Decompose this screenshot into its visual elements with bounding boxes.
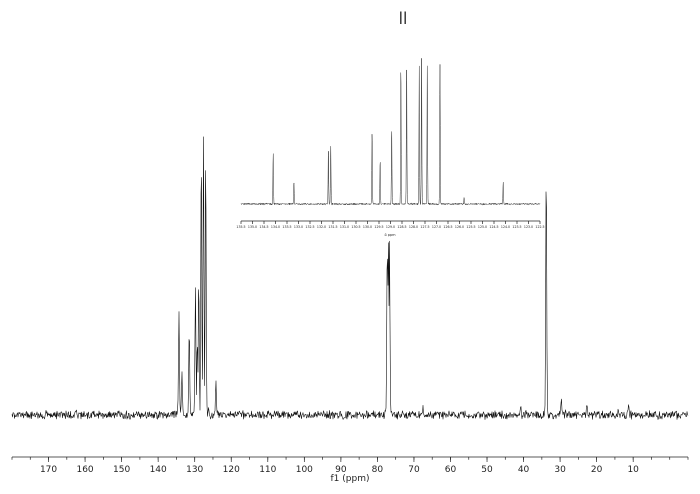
- inset-tick-label: 134.5: [259, 225, 268, 229]
- main-tick-label: 60: [445, 465, 457, 475]
- inset-tick-label: 123.5: [512, 225, 521, 229]
- inset-tick-label: 126.5: [443, 225, 452, 229]
- inset-tick-label: 131.0: [340, 225, 349, 229]
- main-tick-label: 110: [259, 465, 276, 475]
- inset-tick-label: 134.0: [271, 225, 280, 229]
- inset-tick-label: 135.5: [236, 225, 245, 229]
- inset-tick-label: 128.0: [409, 225, 418, 229]
- main-tick-label: 90: [335, 465, 347, 475]
- main-tick-label: 70: [408, 465, 420, 475]
- inset-tick-label: 133.0: [294, 225, 303, 229]
- main-x-axis-title: f1 (ppm): [331, 474, 370, 484]
- inset-tick-label: 130.0: [363, 225, 372, 229]
- inset-tick-label: 129.5: [374, 225, 383, 229]
- inset-tick-label: 124.5: [489, 225, 498, 229]
- inset-tick-label: 125.5: [466, 225, 475, 229]
- main-tick-label: 120: [223, 465, 240, 475]
- inset-tick-label: 124.0: [501, 225, 510, 229]
- inset-tick-label: 132.5: [305, 225, 314, 229]
- main-tick-label: 50: [481, 465, 493, 475]
- inset-x-axis: 135.5 135.0 134.5 134.0 133.5 133.0 132.5 132.0…: [236, 220, 545, 229]
- inset-tick-label: 127.0: [432, 225, 441, 229]
- inset-tick-label: 123.0: [524, 225, 533, 229]
- main-tick-label: 100: [296, 465, 313, 475]
- inset-tick-label: 131.5: [328, 225, 337, 229]
- main-tick-label: 20: [591, 465, 603, 475]
- inset-tick-label: 122.5: [535, 225, 544, 229]
- main-tick-label: 130: [186, 465, 203, 475]
- inset-tick-label: 133.5: [282, 225, 291, 229]
- inset-x-axis-title: δ ppm: [384, 233, 396, 237]
- inset-tick-label: 128.5: [397, 225, 406, 229]
- inset-tick-label: 130.5: [351, 225, 360, 229]
- inset-tick-label: 132.0: [317, 225, 326, 229]
- inset-tick-label: 129.0: [386, 225, 395, 229]
- main-tick-label: 40: [518, 465, 530, 475]
- main-spectrum: 170 160 150 140 130 120 110 100 90 80 70 60 50 40 30 20…: [11, 136, 689, 484]
- main-tick-label: 10: [627, 465, 639, 475]
- inset-tick-label: 135.0: [248, 225, 257, 229]
- main-x-axis: 170 160 150 140 130 120 110 100 90 80 70 60 50 40 30 20…: [11, 456, 689, 475]
- main-tick-label: 160: [76, 465, 93, 475]
- main-tick-label: 80: [372, 465, 384, 475]
- inset-tick-label: 125.0: [478, 225, 487, 229]
- main-tick-label: 150: [113, 465, 130, 475]
- inset-tick-label: 126.0: [455, 225, 464, 229]
- main-tick-label: 30: [554, 465, 566, 475]
- break-annotation: ||: [399, 10, 408, 24]
- main-tick-label: 140: [150, 465, 167, 475]
- main-tick-label: 170: [40, 465, 57, 475]
- inset-spectrum-trace: [240, 58, 541, 206]
- inset-spectrum: 135.5 135.0 134.5 134.0 133.5 133.0 132.5 132.0…: [236, 58, 545, 237]
- inset-tick-label: 127.5: [420, 225, 429, 229]
- main-spectrum-trace: [11, 136, 689, 420]
